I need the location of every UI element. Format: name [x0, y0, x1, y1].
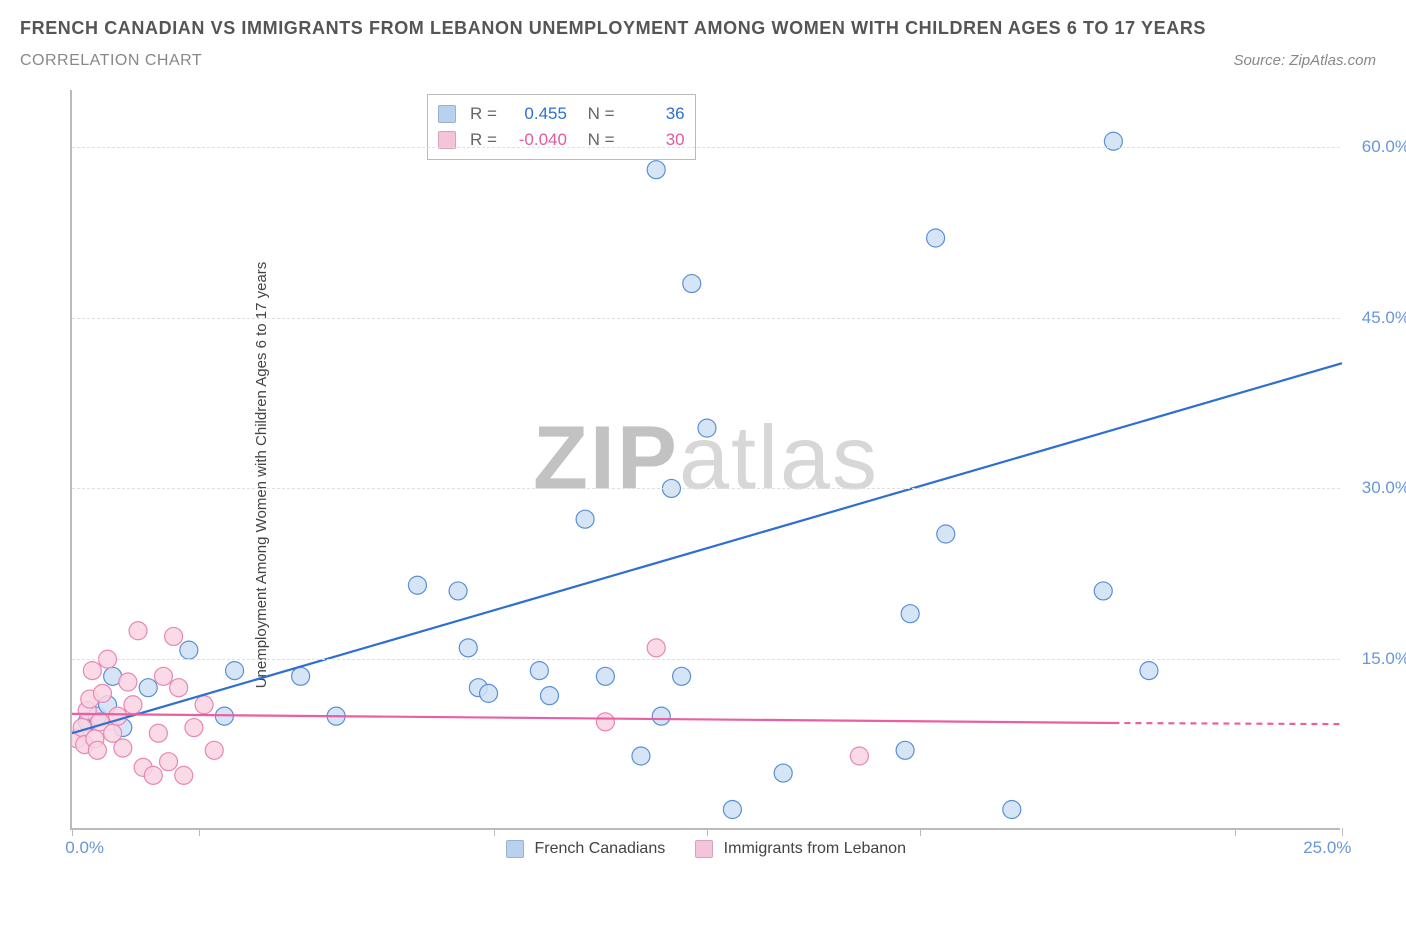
correlation-box: R = 0.455 N = 36 R = -0.040 N = 30 [427, 94, 696, 160]
x-label-left: 0.0% [65, 838, 104, 858]
label-r: R = [470, 104, 497, 124]
y-tick-label: 30.0% [1362, 478, 1406, 498]
chart-area: Unemployment Among Women with Children A… [60, 90, 1380, 860]
label-n: N = [588, 104, 615, 124]
legend-swatch-blue-icon [506, 840, 524, 858]
legend-label-blue: French Canadians [534, 840, 665, 857]
corr-row-pink: R = -0.040 N = 30 [438, 127, 685, 153]
y-tick-label: 15.0% [1362, 649, 1406, 669]
legend-item-blue: French Canadians [506, 840, 665, 858]
swatch-blue-icon [438, 105, 456, 123]
value-n-blue: 36 [623, 104, 685, 124]
scatter-plot: ZIPatlas R = 0.455 N = 36 R = -0.040 N =… [70, 90, 1340, 830]
legend-item-pink: Immigrants from Lebanon [695, 840, 906, 858]
chart-title: FRENCH CANADIAN VS IMMIGRANTS FROM LEBAN… [20, 18, 1206, 39]
bottom-legend: French Canadians Immigrants from Lebanon [506, 840, 906, 858]
legend-label-pink: Immigrants from Lebanon [724, 840, 906, 857]
chart-subtitle: CORRELATION CHART [20, 52, 202, 70]
x-label-right: 25.0% [1303, 838, 1351, 858]
source-label: Source: ZipAtlas.com [1233, 52, 1376, 69]
y-tick-label: 45.0% [1362, 308, 1406, 328]
corr-row-blue: R = 0.455 N = 36 [438, 101, 685, 127]
value-r-blue: 0.455 [505, 104, 567, 124]
plot-svg [72, 90, 1342, 830]
y-tick-label: 60.0% [1362, 137, 1406, 157]
legend-swatch-pink-icon [695, 840, 713, 858]
